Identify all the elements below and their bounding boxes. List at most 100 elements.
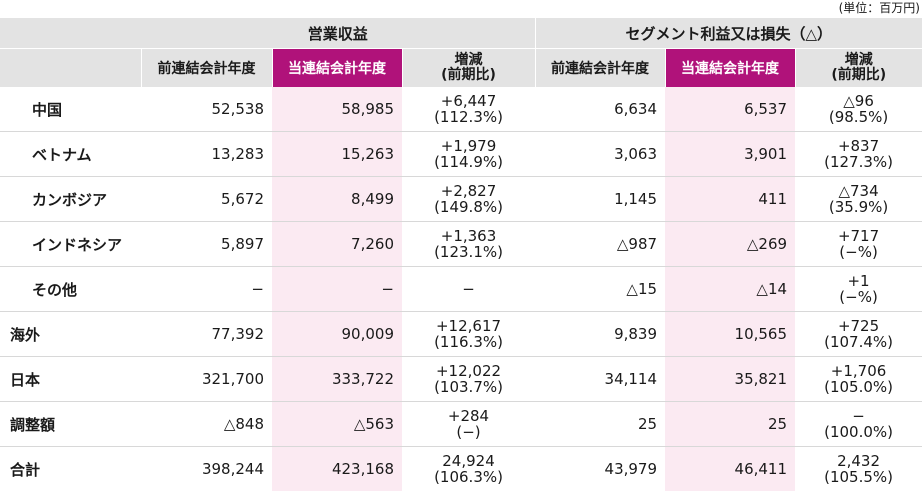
rev-diff-value: +1,363	[440, 227, 497, 245]
seg-curr-cell: 10,565	[665, 311, 796, 357]
header-seg-prev: 前連結会計年度	[534, 48, 666, 87]
table-row: 合計 398,244 423,168 24,924 (106.3%) 43,979 46,4…	[0, 446, 922, 491]
header-rev-diff: 増減 (前期比)	[401, 48, 536, 87]
rev-diff-value: +2,827	[440, 182, 497, 200]
rev-diff-value: 24,924	[442, 452, 495, 470]
seg-diff-cell: +717 (−%)	[795, 221, 923, 267]
rev-curr-cell: 58,985	[272, 87, 402, 132]
rev-diff-ratio: (106.3%)	[434, 468, 503, 486]
seg-diff-ratio: (35.9%)	[828, 198, 889, 216]
seg-diff-value: +725	[837, 317, 880, 335]
table-row: 中国 52,538 58,985 +6,447 (112.3%) 6,634 6,537 △9…	[0, 87, 923, 132]
rev-diff-cell: +1,363 (123.1%)	[402, 221, 536, 267]
rev-diff-ratio: (−)	[456, 423, 481, 441]
row-label: 海外	[0, 311, 141, 357]
seg-diff-cell: +1,706 (105.0%)	[795, 356, 923, 402]
rev-diff-ratio: (112.3%)	[434, 108, 503, 126]
table-row: カンボジア 5,672 8,499 +2,827 (149.8%) 1,145 411 △73…	[0, 176, 923, 222]
seg-diff-ratio: (−%)	[839, 288, 878, 306]
seg-diff-cell: +725 (107.4%)	[795, 311, 923, 357]
unit-label: (単位：百万円)	[838, 1, 920, 15]
seg-prev-cell: △15	[535, 266, 666, 312]
rev-prev-cell: 13,283	[141, 131, 272, 177]
rev-diff-value: +12,022	[435, 362, 502, 380]
rev-diff-cell: −	[402, 266, 536, 312]
rev-prev-cell: 52,538	[141, 87, 272, 132]
seg-diff-ratio: (105.5%)	[824, 468, 893, 486]
seg-curr-cell: △14	[665, 266, 796, 312]
rev-curr-cell: 7,260	[272, 221, 402, 267]
rev-diff-cell: +12,022 (103.7%)	[402, 356, 536, 402]
seg-prev-cell: 43,979	[604, 460, 658, 478]
seg-curr-cell: 25	[665, 401, 796, 447]
seg-diff-value: 2,432	[837, 452, 881, 470]
rev-prev-cell: 5,897	[141, 221, 272, 267]
seg-curr-cell: 35,821	[665, 356, 796, 402]
row-label: インドネシア	[0, 221, 141, 267]
seg-diff-cell: △734 (35.9%)	[795, 176, 923, 222]
seg-diff-ratio: (107.4%)	[824, 333, 893, 351]
rev-diff-cell: +284 (−)	[402, 401, 536, 447]
rev-curr-cell: 423,168	[272, 446, 402, 491]
seg-diff-value: −	[852, 407, 865, 425]
rev-diff-value: −	[462, 280, 475, 298]
rev-diff-cell: 24,924 (106.3%)	[402, 447, 535, 491]
rev-curr-cell: −	[272, 266, 402, 312]
seg-diff-cell: △96 (98.5%)	[795, 87, 923, 132]
table-row: ベトナム 13,283 15,263 +1,979 (114.9%) 3,063 3,901…	[0, 131, 923, 177]
header-corner-2	[0, 48, 141, 87]
seg-diff-cell: 2,432 (105.5%)	[795, 447, 922, 491]
rev-curr-cell: △563	[272, 401, 402, 447]
header-seg-diff-line2: (前期比)	[831, 67, 887, 83]
row-label: 中国	[0, 87, 141, 132]
seg-diff-ratio: (100.0%)	[824, 423, 893, 441]
row-label: 調整額	[0, 401, 141, 447]
seg-curr-cell: 46,411	[665, 446, 796, 491]
seg-diff-cell: +1 (−%)	[795, 266, 923, 312]
seg-diff-value: △734	[838, 182, 879, 200]
rev-diff-ratio: (114.9%)	[434, 153, 503, 171]
rev-diff-cell: +12,617 (116.3%)	[402, 311, 536, 357]
header-seg-curr: 当連結会計年度	[664, 48, 796, 87]
table-row: その他 − − − △15 △14 +1 (−%)	[0, 266, 923, 312]
header-rev-diff-line1: 増減	[454, 52, 483, 68]
rev-curr-cell: 15,263	[272, 131, 402, 177]
rev-curr-cell: 90,009	[272, 311, 402, 357]
header-rev-prev: 前連結会計年度	[140, 48, 272, 87]
rev-prev-cell: 321,700	[141, 356, 272, 402]
seg-prev-cell: 25	[535, 401, 666, 447]
rev-diff-ratio: (149.8%)	[434, 198, 503, 216]
seg-diff-cell: +837 (127.3%)	[795, 131, 923, 177]
seg-curr-cell: 6,537	[665, 87, 796, 132]
rev-diff-value: +6,447	[440, 92, 497, 110]
rev-prev-cell: 77,392	[141, 311, 272, 357]
seg-prev-cell: 3,063	[535, 131, 666, 177]
rev-diff-cell: +2,827 (149.8%)	[402, 176, 536, 222]
rev-curr-cell: 333,722	[272, 356, 402, 402]
seg-prev-cell: 34,114	[535, 356, 666, 402]
table-row: 日本 321,700 333,722 +12,022 (103.7%) 34,114 35,…	[0, 356, 923, 402]
seg-diff-value: △96	[843, 92, 874, 110]
seg-diff-value: +837	[837, 137, 880, 155]
rev-diff-value: +1,979	[440, 137, 497, 155]
header-seg-diff-line1: 増減	[844, 52, 873, 68]
seg-curr-cell: △269	[665, 221, 796, 267]
rev-diff-ratio: (103.7%)	[434, 378, 503, 396]
header-seg-diff: 増減 (前期比)	[794, 48, 923, 87]
rev-diff-value: +12,617	[435, 317, 502, 335]
rev-prev-cell: 398,244	[201, 460, 264, 478]
row-label: その他	[0, 266, 141, 312]
rev-curr-cell: 8,499	[272, 176, 402, 222]
segment-table: 営業収益 セグメント利益又は損失（△） 前連結会計年度 当連結会計年度 増減 (…	[0, 18, 923, 491]
seg-diff-ratio: (105.0%)	[824, 378, 893, 396]
seg-diff-ratio: (−%)	[839, 243, 878, 261]
row-label: 日本	[0, 356, 141, 402]
seg-prev-cell: 6,634	[535, 87, 666, 132]
seg-diff-ratio: (98.5%)	[828, 108, 889, 126]
rev-prev-cell: 5,672	[141, 176, 272, 222]
seg-diff-value: +717	[837, 227, 880, 245]
rev-prev-cell: △848	[141, 401, 272, 447]
row-label: カンボジア	[0, 176, 141, 222]
header-corner	[0, 18, 141, 49]
seg-curr-cell: 3,901	[665, 131, 796, 177]
